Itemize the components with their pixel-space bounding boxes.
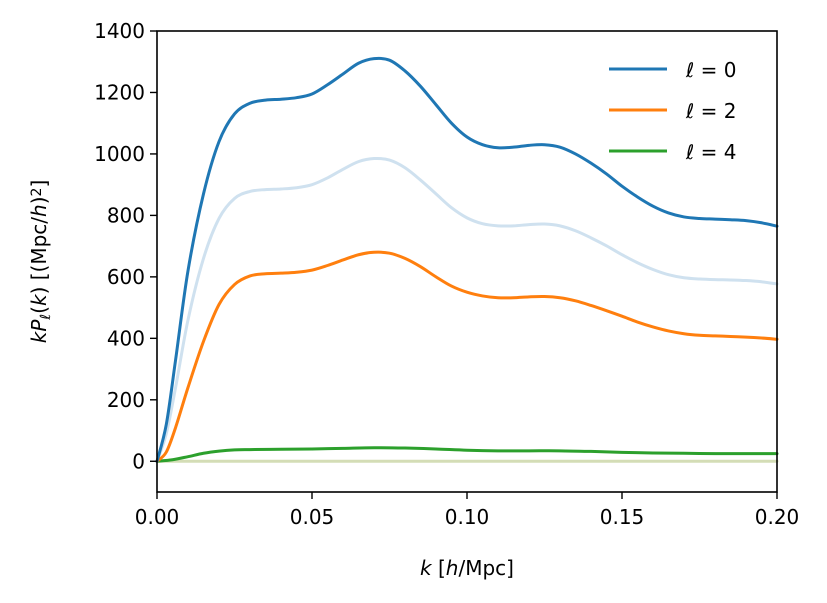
y-tick-label: 0: [132, 449, 145, 473]
legend-label: ℓ = 2: [685, 99, 736, 123]
legend-label: ℓ = 4: [685, 140, 736, 164]
y-axis-label: kPℓ(k) [(Mpc/h)2]: [27, 180, 54, 344]
series-line-0: [155, 56, 779, 463]
y-tick-label: 600: [107, 265, 145, 289]
y-tick-label: 1200: [94, 80, 145, 104]
x-tick-label: 0.10: [445, 505, 490, 529]
x-tick-label: 0.15: [600, 505, 645, 529]
y-tick-label: 200: [107, 388, 145, 412]
y-tick-label: 800: [107, 203, 145, 227]
y-tick-label: 1000: [94, 142, 145, 166]
series-line-1: [155, 156, 779, 463]
series-layer: [155, 56, 779, 463]
series-line-3: [155, 446, 779, 463]
x-axis: 0.00 0.05 0.10 0.15 0.20: [135, 492, 800, 529]
x-tick-label: 0.00: [135, 505, 180, 529]
y-tick-label: 1400: [94, 19, 145, 43]
series-line-2: [155, 250, 779, 463]
x-tick-label: 0.05: [290, 505, 335, 529]
legend: ℓ = 0 ℓ = 2 ℓ = 4: [609, 58, 736, 164]
x-axis-label: k [h/Mpc]: [420, 556, 514, 580]
y-axis: 0 200 400 600 800 1000 1200 1400: [94, 19, 157, 473]
x-tick-label: 0.20: [755, 505, 800, 529]
y-tick-label: 400: [107, 326, 145, 350]
plot-frame: [156, 30, 778, 493]
legend-label: ℓ = 0: [685, 58, 736, 82]
